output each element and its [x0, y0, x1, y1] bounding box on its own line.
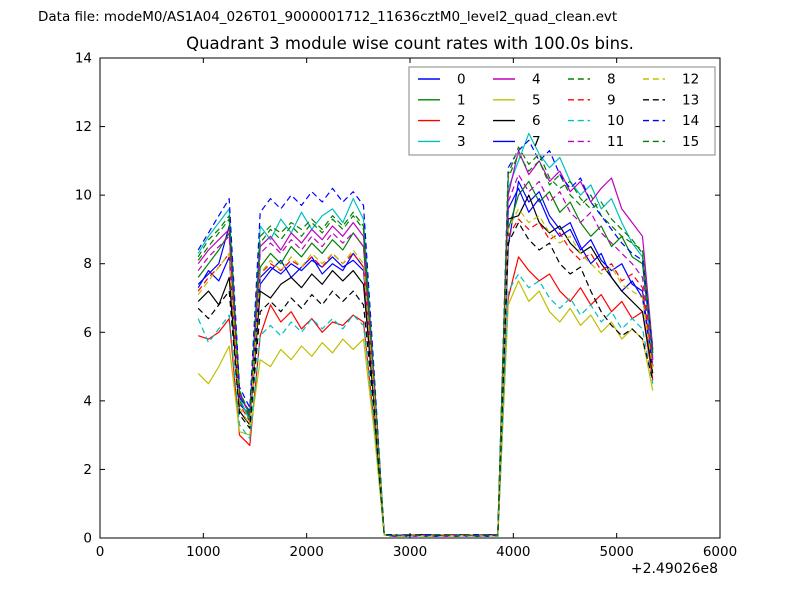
legend-label-5: 5: [532, 92, 541, 108]
series-line-15: [197, 146, 654, 537]
y-tick-label: 8: [83, 256, 92, 272]
y-tick-label: 2: [83, 462, 92, 478]
y-tick-label: 6: [83, 325, 92, 341]
x-tick-label: 1000: [186, 544, 220, 560]
chart-title: Quadrant 3 module wise count rates with …: [186, 34, 634, 53]
x-tick-label: 3000: [393, 544, 427, 560]
series-line-10: [197, 273, 654, 537]
x-tick-label: 4000: [496, 544, 530, 560]
y-tick-label: 14: [75, 51, 92, 67]
x-tick-label: 6000: [703, 544, 737, 560]
y-tick-label: 4: [83, 393, 92, 409]
y-tick-label: 0: [83, 531, 92, 547]
legend-box: [408, 66, 716, 156]
legend-label-7: 7: [532, 134, 541, 150]
x-tick-label: 2000: [289, 544, 323, 560]
legend-label-6: 6: [532, 113, 541, 129]
legend-label-11: 11: [607, 134, 624, 150]
series-line-13: [197, 222, 654, 537]
series-line-5: [197, 280, 654, 537]
legend-label-14: 14: [682, 113, 699, 129]
legend-label-10: 10: [607, 113, 624, 129]
series-line-14: [197, 139, 654, 537]
legend-label-4: 4: [532, 72, 541, 88]
legend-label-9: 9: [607, 92, 616, 108]
legend-label-3: 3: [457, 134, 466, 150]
series-line-4: [197, 150, 654, 537]
legend-label-13: 13: [682, 92, 699, 108]
legend-label-0: 0: [457, 72, 466, 88]
x-tick-label: 0: [96, 544, 105, 560]
legend-label-2: 2: [457, 113, 466, 129]
series-line-2: [198, 256, 654, 537]
x-tick-label: 5000: [599, 544, 633, 560]
data-file-label: Data file: modeM0/AS1A04_026T01_90000017…: [38, 9, 618, 25]
legend-label-12: 12: [682, 72, 699, 88]
legend-label-1: 1: [457, 92, 466, 108]
series-line-8: [197, 153, 654, 537]
y-tick-label: 12: [75, 119, 92, 135]
legend-label-15: 15: [682, 134, 699, 150]
x-axis-offset-label: +2.49026e8: [630, 561, 718, 577]
y-tick-label: 10: [75, 188, 92, 204]
legend-label-8: 8: [607, 72, 616, 88]
series-line-3: [197, 132, 654, 537]
plot-border: [99, 57, 721, 539]
